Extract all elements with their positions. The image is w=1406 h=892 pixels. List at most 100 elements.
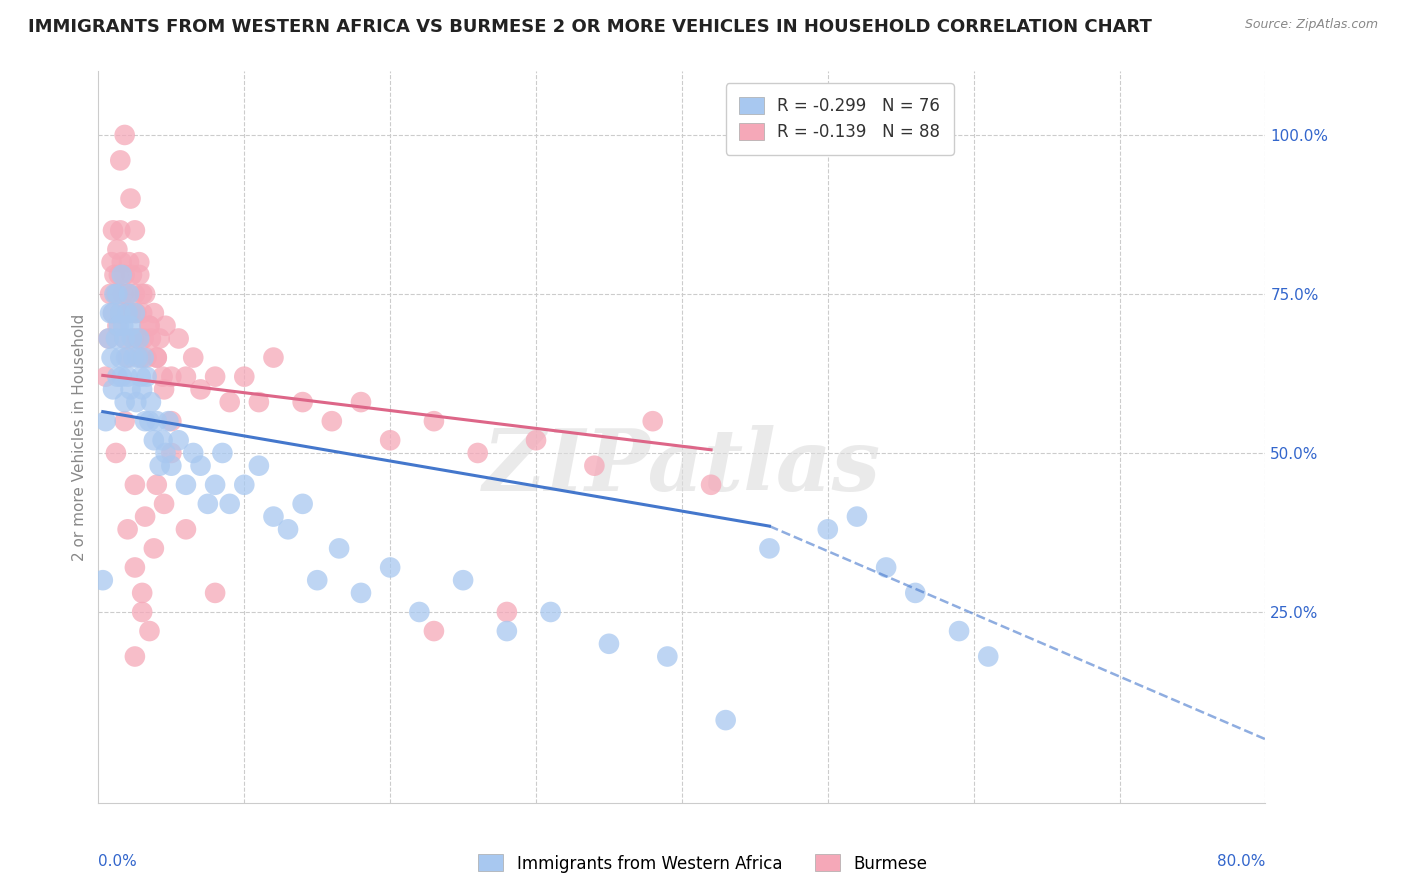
Text: ZIPatlas: ZIPatlas [482,425,882,508]
Point [124,287,146,301]
Point [114,268,136,282]
Point [122,351,145,365]
Point [112,318,135,333]
Point [218,395,240,409]
Point [110,223,132,237]
Point [132,351,155,365]
Point [496,605,519,619]
Point [218,497,240,511]
Point [125,395,148,409]
Point [174,522,197,536]
Point [157,414,180,428]
Point [105,287,128,301]
Point [142,306,165,320]
Point [160,458,183,473]
Point [117,306,139,320]
Point [204,477,226,491]
Point [153,497,176,511]
Point [114,395,136,409]
Point [131,383,153,397]
Point [641,414,664,428]
Point [115,306,138,320]
Point [291,497,314,511]
Point [174,369,197,384]
Text: IMMIGRANTS FROM WESTERN AFRICA VS BURMESE 2 OR MORE VEHICLES IN HOUSEHOLD CORREL: IMMIGRANTS FROM WESTERN AFRICA VS BURMES… [28,18,1152,36]
Point [98,306,121,320]
Point [138,624,160,638]
Point [700,477,723,491]
Point [94,414,117,428]
Point [328,541,350,556]
Point [583,458,606,473]
Point [598,637,620,651]
Point [124,477,146,491]
Point [117,369,139,384]
Point [131,586,153,600]
Legend: Immigrants from Western Africa, Burmese: Immigrants from Western Africa, Burmese [471,847,935,880]
Point [97,331,120,345]
Text: 0.0%: 0.0% [98,854,138,869]
Point [167,331,190,345]
Point [97,331,120,345]
Point [110,306,132,320]
Point [101,383,124,397]
Point [118,287,141,301]
Point [117,522,139,536]
Point [904,586,927,600]
Point [132,331,155,345]
Point [114,414,136,428]
Point [125,306,148,320]
Point [174,477,197,491]
Point [307,573,329,587]
Point [146,414,169,428]
Point [101,223,124,237]
Point [380,434,402,448]
Point [160,414,183,428]
Point [98,287,121,301]
Point [197,497,219,511]
Point [181,446,204,460]
Point [138,318,160,333]
Point [190,383,212,397]
Point [714,713,737,727]
Y-axis label: 2 or more Vehicles in Household: 2 or more Vehicles in Household [72,313,87,561]
Point [149,331,172,345]
Point [146,351,169,365]
Point [155,318,177,333]
Point [149,458,172,473]
Point [105,369,128,384]
Point [104,287,127,301]
Point [104,446,127,460]
Point [423,414,446,428]
Point [152,434,174,448]
Point [94,369,117,384]
Point [380,560,402,574]
Point [114,331,136,345]
Point [127,351,149,365]
Point [117,351,139,365]
Point [204,586,226,600]
Point [142,434,165,448]
Point [138,414,160,428]
Point [153,383,176,397]
Point [124,649,146,664]
Point [120,306,142,320]
Point [120,192,142,206]
Point [146,351,169,365]
Point [211,446,233,460]
Point [139,331,162,345]
Point [103,268,125,282]
Point [115,351,138,365]
Point [262,509,284,524]
Point [875,560,897,574]
Point [127,331,149,345]
Point [155,446,177,460]
Point [160,446,183,460]
Point [120,318,142,333]
Point [105,243,128,257]
Point [120,383,142,397]
Point [110,306,132,320]
Point [139,395,162,409]
Point [135,369,157,384]
Point [204,369,226,384]
